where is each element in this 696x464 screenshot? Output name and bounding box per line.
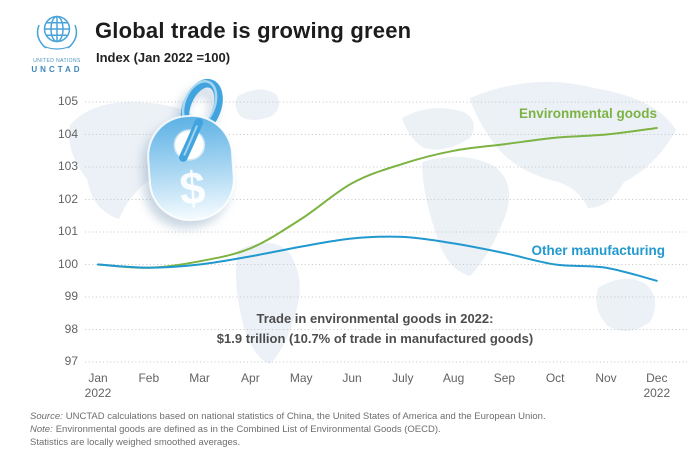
y-tick-label: 99 bbox=[64, 289, 78, 303]
note-line: Note: Environmental goods are defined as … bbox=[30, 423, 546, 436]
x-tick-label: Feb bbox=[138, 371, 160, 385]
x-year-label: 2022 bbox=[643, 386, 671, 400]
x-tick-label: Dec bbox=[646, 371, 668, 385]
x-tick-label: Aug bbox=[442, 371, 465, 385]
note-text: Environmental goods are defined as in th… bbox=[55, 424, 441, 435]
x-tick-label: Apr bbox=[241, 371, 260, 385]
y-tick-label: 97 bbox=[64, 354, 78, 368]
y-tick-label: 100 bbox=[57, 256, 78, 271]
annotation-line1: Trade in environmental goods in 2022: bbox=[256, 311, 494, 326]
un-emblem-icon bbox=[36, 15, 78, 50]
page-title: Global trade is growing green bbox=[95, 18, 412, 43]
x-tick-label: Sep bbox=[493, 371, 516, 385]
tag-body bbox=[147, 114, 235, 222]
unctad-logo: UNITED NATIONS UNCTAD bbox=[26, 12, 88, 74]
x-tick-label: Mar bbox=[189, 371, 210, 385]
series-line-other-manufacturing bbox=[97, 235, 658, 282]
y-tick-label: 103 bbox=[57, 159, 78, 173]
note-label: Note: bbox=[30, 424, 53, 435]
y-tick-label: 101 bbox=[57, 224, 78, 238]
y-tick-label: 104 bbox=[57, 126, 78, 141]
series-label-environmental-goods: Environmental goods bbox=[518, 106, 657, 121]
dollar-sign-icon: $ bbox=[178, 161, 207, 215]
note-line2: Statistics are locally weighed smoothed … bbox=[30, 437, 241, 448]
price-tag-icon: $ bbox=[147, 78, 235, 222]
x-tick-label: Jun bbox=[342, 371, 362, 385]
x-tick-label: May bbox=[289, 371, 313, 385]
chart-subtitle: Index (Jan 2022 =100) bbox=[96, 50, 231, 65]
logo-org-text: UNITED NATIONS bbox=[33, 58, 81, 64]
x-year-label: 2022 bbox=[84, 386, 112, 400]
series-line-environmental-goods bbox=[97, 127, 658, 269]
y-tick-label: 98 bbox=[64, 321, 78, 336]
x-tick-label: Oct bbox=[545, 371, 565, 385]
x-tick-label: Nov bbox=[595, 371, 617, 385]
footer-notes: Source: UNCTAD calculations based on nati… bbox=[30, 410, 546, 449]
y-tick-label: 105 bbox=[57, 94, 78, 108]
series-label-other-manufacturing: Other manufacturing bbox=[531, 243, 665, 258]
chart-annotation: Trade in environmental goods in 2022: $1… bbox=[75, 309, 675, 349]
annotation-line2: $1.9 trillion (10.7% of trade in manufac… bbox=[216, 331, 534, 346]
x-tick-label: Jan bbox=[88, 371, 108, 385]
x-tick-label: July bbox=[392, 371, 414, 385]
logo-acronym-text: UNCTAD bbox=[31, 65, 83, 74]
source-text: UNCTAD calculations based on national st… bbox=[65, 411, 546, 422]
source-line: Source: UNCTAD calculations based on nati… bbox=[30, 410, 546, 423]
source-label: Source: bbox=[30, 411, 63, 422]
y-tick-label: 102 bbox=[57, 191, 78, 206]
